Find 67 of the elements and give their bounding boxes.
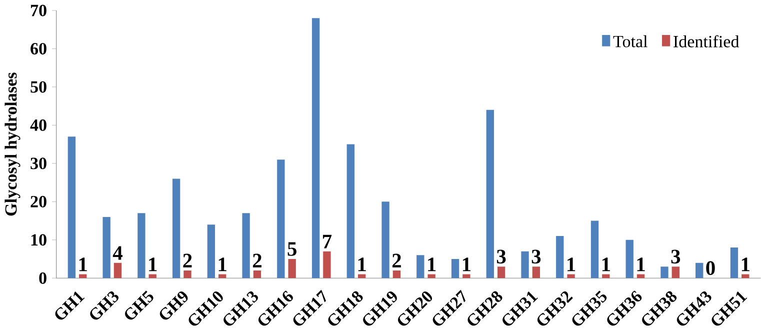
x-tick-label: GH3 [90, 291, 118, 320]
data-label: 5 [288, 242, 296, 256]
y-tick-label: 40 [30, 119, 46, 131]
y-tick-label: 70 [30, 4, 46, 16]
bar [114, 262, 122, 278]
bar [590, 220, 599, 278]
y-axis-title: Glycosyl hydrolases [4, 72, 20, 216]
bar [323, 251, 331, 278]
bar [532, 266, 540, 278]
bar [253, 270, 262, 278]
data-label: 1 [637, 258, 645, 272]
x-tick-label: GH1 [55, 291, 85, 320]
bar [696, 262, 704, 278]
legend-label: Total [613, 35, 648, 48]
bar [277, 160, 285, 278]
bar [521, 251, 529, 278]
data-label: 0 [706, 261, 715, 275]
x-tick-label: GH9 [160, 291, 188, 320]
bar [138, 213, 146, 278]
bar [636, 274, 645, 278]
bar [288, 258, 296, 278]
data-label: 1 [568, 258, 576, 272]
data-label: 2 [183, 254, 192, 268]
data-label: 3 [532, 250, 541, 264]
bar [486, 110, 494, 278]
y-tick-label: 0 [39, 272, 46, 284]
y-tick-label: 50 [30, 81, 46, 93]
bar [462, 274, 470, 278]
legend-label: Identified [674, 35, 740, 48]
data-label: 2 [252, 254, 262, 268]
data-label: 1 [149, 258, 157, 272]
bar [556, 236, 564, 278]
bar [428, 274, 436, 278]
bar [660, 266, 668, 278]
bar [312, 18, 320, 278]
data-label: 1 [428, 258, 436, 272]
bar [242, 213, 250, 278]
data-label: 1 [602, 258, 610, 272]
bar [730, 247, 738, 278]
data-label: 7 [322, 234, 332, 248]
data-label: 1 [462, 258, 470, 272]
y-tick-label: 10 [31, 234, 46, 246]
data-label: 1 [742, 258, 750, 272]
bar [207, 224, 216, 278]
data-label: 2 [392, 254, 401, 268]
bar [346, 144, 354, 278]
bar [497, 266, 506, 278]
y-tick-label: 60 [30, 42, 46, 54]
y-tick-label: 30 [30, 158, 46, 170]
bar [172, 178, 180, 278]
data-label: 4 [112, 246, 122, 260]
bar [567, 274, 575, 278]
data-label: 3 [671, 250, 680, 264]
bar [184, 270, 192, 278]
data-label: 1 [79, 258, 87, 272]
data-label: 3 [496, 250, 506, 264]
bar [416, 255, 424, 278]
data-label: 1 [358, 258, 366, 272]
bar [672, 266, 680, 278]
bar [451, 258, 460, 278]
bar [382, 202, 390, 278]
bar [68, 136, 76, 278]
bar [392, 270, 401, 278]
bar [626, 240, 634, 278]
bar [102, 216, 110, 278]
y-tick-label: 20 [30, 196, 46, 208]
data-label: 1 [218, 258, 226, 272]
